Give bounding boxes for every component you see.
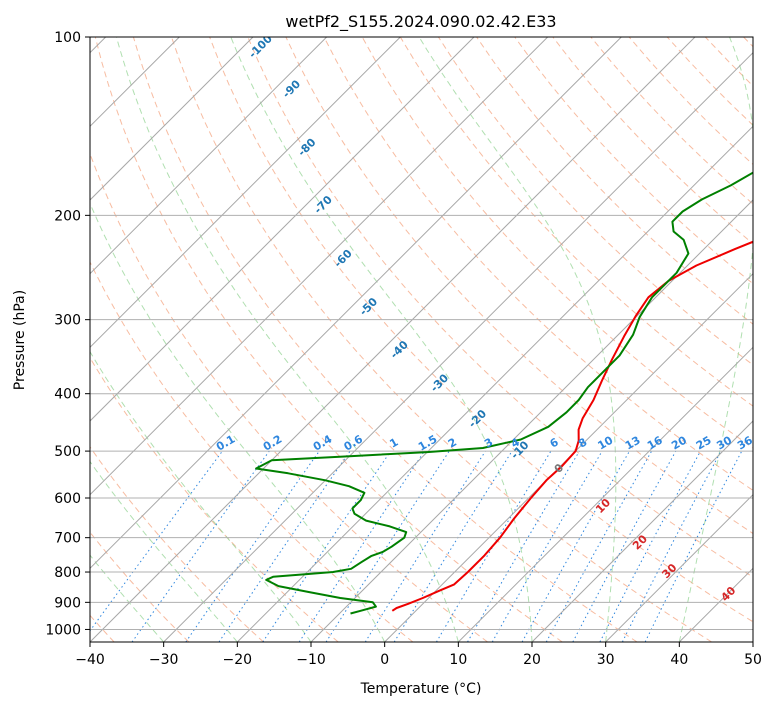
x-tick-label: −30 bbox=[149, 652, 179, 668]
dry-adiabat bbox=[94, 37, 563, 642]
moist-adiabat bbox=[230, 37, 533, 642]
x-axis-label: Temperature (°C) bbox=[360, 681, 482, 697]
dry-adiabat bbox=[247, 37, 753, 578]
y-tick-label: 700 bbox=[54, 531, 81, 547]
x-tick-label: 40 bbox=[670, 652, 688, 668]
y-tick-label: 400 bbox=[54, 387, 81, 403]
isotherm bbox=[90, 37, 254, 201]
mixing-ratio-line bbox=[185, 450, 320, 642]
moist-adiabat bbox=[678, 37, 753, 642]
mixing-ratio-line bbox=[298, 450, 425, 642]
profiles bbox=[255, 171, 753, 615]
x-axis: −40 −30 −20 −10 0 10 20 30 40 50 bbox=[75, 642, 762, 668]
x-tick-label: 0 bbox=[380, 652, 389, 668]
x-tick-label: −40 bbox=[75, 652, 105, 668]
isotherm bbox=[531, 420, 753, 642]
isotherm bbox=[90, 37, 401, 349]
mixing-ratio-line bbox=[325, 450, 450, 642]
x-tick-label: 50 bbox=[744, 652, 762, 668]
moist-adiabat bbox=[115, 37, 459, 642]
chart-title: wetPf2_S155.2024.090.02.42.E33 bbox=[285, 12, 556, 32]
x-tick-label: 30 bbox=[597, 652, 615, 668]
moist-adiabat bbox=[90, 460, 238, 642]
moist-adiabat bbox=[90, 202, 386, 642]
y-tick-label: 100 bbox=[54, 30, 81, 46]
x-tick-label: −10 bbox=[296, 652, 326, 668]
dry-adiabat bbox=[171, 37, 712, 642]
mixing-ratio-line bbox=[572, 450, 677, 642]
grid-lines bbox=[90, 37, 753, 642]
x-tick-label: 20 bbox=[523, 652, 541, 668]
x-tick-label: 10 bbox=[449, 652, 467, 668]
dry-adiabat bbox=[476, 37, 753, 325]
isotherm bbox=[457, 346, 753, 642]
isotherm bbox=[90, 37, 328, 275]
y-tick-label: 500 bbox=[54, 444, 81, 460]
y-tick-label: 300 bbox=[54, 313, 81, 329]
y-tick-label: 200 bbox=[54, 208, 81, 224]
moist-adiabat bbox=[90, 554, 165, 642]
isotherm bbox=[236, 125, 753, 642]
dry-adiabat bbox=[285, 37, 753, 535]
y-tick-label: 1000 bbox=[45, 622, 81, 638]
moist-adiabat bbox=[418, 37, 617, 642]
y-tick-label: 900 bbox=[54, 595, 81, 611]
mixing-ratio-line bbox=[435, 450, 552, 642]
y-tick-label: 600 bbox=[54, 491, 81, 507]
isotherm bbox=[605, 493, 753, 642]
isotherm bbox=[384, 272, 753, 642]
isotherm bbox=[163, 51, 753, 642]
y-axis: 100 200 300 400 500 600 700 800 900 1000 bbox=[45, 30, 90, 638]
plot-area bbox=[90, 37, 753, 642]
dry-adiabat bbox=[209, 37, 753, 623]
dry-adiabat bbox=[90, 260, 414, 642]
isotherm bbox=[90, 37, 696, 642]
dry-adiabat bbox=[514, 37, 753, 285]
dry-adiabat bbox=[323, 37, 753, 491]
isotherm bbox=[90, 37, 622, 570]
y-tick-label: 800 bbox=[54, 565, 81, 581]
dewpoint-profile bbox=[255, 171, 753, 615]
y-axis-label: Pressure (hPa) bbox=[12, 290, 28, 390]
plot-frame bbox=[89, 36, 754, 643]
temperature-profile bbox=[391, 240, 753, 612]
x-tick-label: −20 bbox=[223, 652, 253, 668]
mixing-ratio-line bbox=[218, 450, 351, 642]
dry-adiabat bbox=[90, 446, 264, 642]
isotherm bbox=[90, 37, 549, 496]
mixing-ratio-line bbox=[467, 450, 580, 642]
dry-adiabat bbox=[132, 37, 638, 642]
background-lines bbox=[90, 37, 753, 642]
mixing-ratio-label: 36 bbox=[735, 433, 755, 452]
isotherm bbox=[310, 199, 753, 642]
mixing-ratio-line bbox=[599, 450, 701, 642]
mixing-ratio-line bbox=[262, 450, 392, 642]
mixing-ratio-line bbox=[364, 450, 486, 642]
isotherm bbox=[90, 37, 475, 422]
